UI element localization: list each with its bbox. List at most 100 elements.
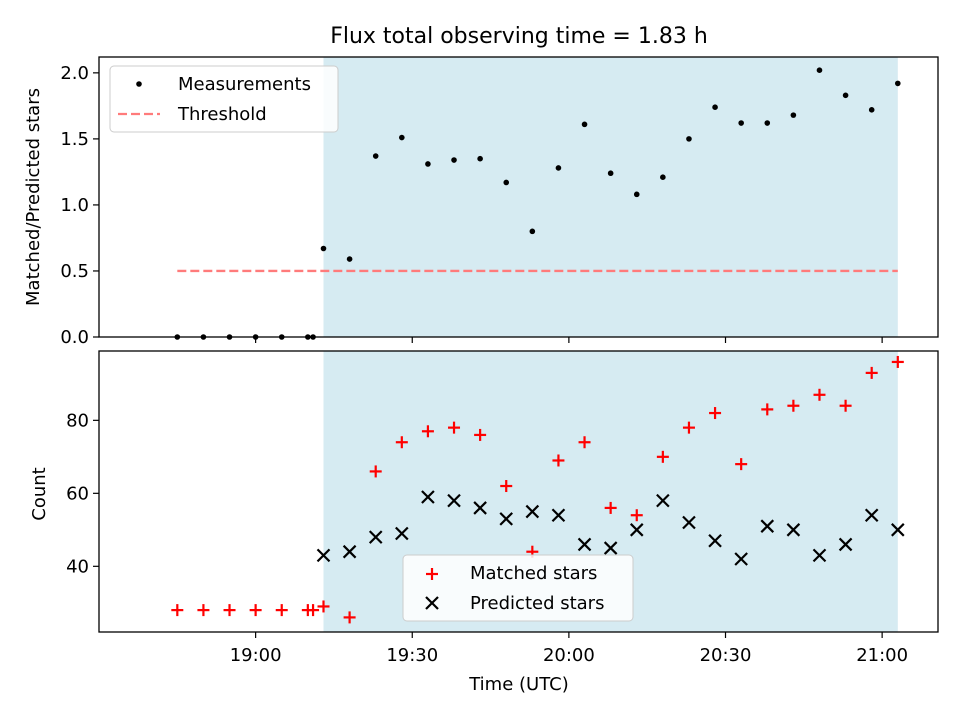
measurement-point: [633, 191, 640, 198]
measurement-point: [764, 120, 771, 126]
measurement-point: [346, 256, 353, 262]
predicted-star-point: [838, 537, 853, 552]
measurement-point: [529, 228, 536, 235]
measurement-point: [607, 170, 614, 177]
x-tick-label: 19:30: [386, 645, 438, 666]
measurement-point: [451, 157, 457, 163]
x-tick-label: 20:00: [543, 645, 595, 666]
predicted-star-point: [656, 493, 670, 508]
top-x-axis-ticks: [255, 337, 883, 343]
measurement-point: [842, 92, 849, 99]
matched-star-point: [552, 454, 565, 467]
top-y-tick-label: 0.0: [60, 327, 89, 348]
legend-threshold-label: Threshold: [177, 104, 267, 125]
top-panel-shaded-region: [323, 57, 898, 337]
predicted-star-point: [316, 548, 331, 563]
measurement-point: [477, 155, 483, 162]
matched-star-point: [249, 604, 262, 617]
matched-star-point: [197, 604, 210, 617]
matched-star-point: [343, 611, 356, 624]
predicted-star-point: [447, 493, 461, 508]
measurement-point: [738, 120, 744, 126]
top-legend: Measurements Threshold: [109, 65, 339, 133]
chart-title: Flux total observing time = 1.83 h: [330, 24, 708, 49]
measurement-point: [555, 165, 562, 171]
top-y-tick-label: 1.0: [60, 195, 89, 216]
matched-star-point: [761, 403, 774, 416]
measurement-points: [174, 67, 901, 340]
legend-predicted-label: Predicted stars: [470, 593, 604, 614]
matched-star-point: [317, 600, 330, 613]
legend-matched-marker: [426, 568, 438, 580]
x-axis-label: Time (UTC): [468, 674, 569, 695]
predicted-star-point: [342, 544, 357, 559]
measurement-point: [816, 67, 823, 74]
predicted-star-point: [760, 519, 775, 533]
matched-star-point: [275, 604, 288, 617]
measurement-point: [790, 112, 797, 118]
predicted-star-point: [368, 530, 383, 544]
matched-star-point: [813, 388, 826, 401]
predicted-star-point: [629, 523, 644, 537]
predicted-star-point: [891, 523, 905, 537]
top-panel-frame: [98, 56, 939, 338]
predicted-star-point: [473, 501, 487, 515]
measurement-point: [686, 136, 692, 142]
predicted-star-point: [603, 541, 618, 555]
matched-star-point: [369, 465, 382, 478]
predicted-star-point: [812, 548, 827, 563]
legend-measurements-marker: [136, 81, 142, 87]
matched-star-point: [171, 604, 184, 617]
predicted-star-point: [734, 552, 748, 566]
matched-star-point: [604, 501, 617, 514]
measurement-point: [581, 121, 588, 128]
predicted-star-point: [395, 526, 409, 541]
matched-star-point: [395, 436, 408, 449]
predicted-star-point: [499, 512, 514, 526]
predicted-star-point: [708, 533, 722, 548]
bottom-x-axis-ticks: 19:00 19:30 20:00 20:30 21:00: [230, 632, 908, 666]
legend-predicted-marker: [425, 596, 439, 610]
measurement-point: [425, 161, 431, 167]
top-y-tick-label: 2.0: [60, 63, 89, 84]
x-tick-label: 19:00: [230, 645, 282, 666]
matched-star-point: [839, 399, 852, 412]
top-y-axis-ticks: 0.0 0.5 1.0 1.5 2.0: [60, 63, 99, 348]
predicted-star-point: [577, 537, 592, 552]
matched-star-point: [448, 421, 461, 434]
matched-star-point: [500, 480, 513, 493]
measurement-point: [372, 153, 379, 159]
matched-star-point: [223, 604, 236, 617]
measurement-point: [712, 104, 718, 110]
measurement-point: [320, 245, 327, 252]
bottom-y-tick-label: 80: [66, 410, 89, 431]
matched-star-point: [474, 428, 487, 441]
matched-star-point: [735, 458, 748, 471]
predicted-star-point: [551, 508, 566, 522]
bottom-y-tick-label: 40: [66, 556, 89, 577]
matched-star-point: [578, 436, 591, 449]
bottom-panel-frame: [98, 350, 939, 633]
measurement-point: [660, 174, 666, 180]
bottom-legend-box: [402, 554, 634, 622]
top-legend-box: [109, 65, 339, 133]
predicted-star-point: [682, 515, 696, 530]
legend-measurements-label: Measurements: [178, 74, 311, 95]
count-points: [171, 355, 905, 624]
matched-star-point: [865, 366, 878, 379]
matched-star-point: [656, 450, 669, 463]
measurement-point: [868, 107, 875, 113]
x-tick-label: 21:00: [856, 645, 908, 666]
measurement-point: [399, 134, 405, 141]
predicted-star-point: [786, 523, 801, 537]
measurement-point: [894, 80, 901, 87]
top-panel: 0.00.51.01.52.0 Matched/Predicted stars …: [23, 56, 939, 348]
bottom-panel: 40 60 80 19:00 19:30 20:00 20:30 21:00 Count T…: [29, 350, 939, 695]
top-y-tick-label: 1.5: [60, 129, 89, 150]
matched-star-point: [709, 407, 722, 420]
matched-star-point: [307, 604, 320, 617]
matched-star-point: [682, 421, 695, 434]
matched-star-point: [630, 509, 643, 522]
predicted-star-point: [525, 504, 540, 519]
